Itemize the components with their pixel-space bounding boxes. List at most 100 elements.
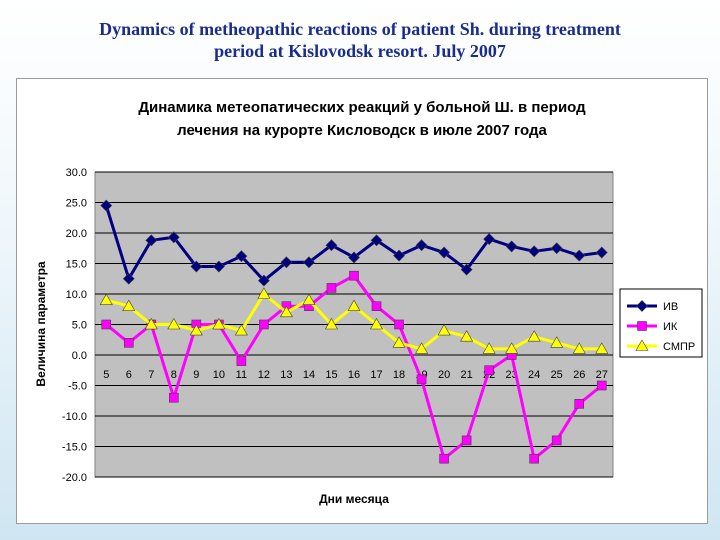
- data-point: [99, 293, 113, 305]
- x-tick-label: 16: [348, 369, 360, 381]
- data-point: [303, 256, 315, 269]
- data-point: [439, 453, 449, 464]
- data-point: [235, 250, 248, 263]
- y-tick-label: 10.0: [66, 289, 87, 301]
- y-tick-label: 20.0: [66, 228, 87, 240]
- data-point: [550, 336, 564, 348]
- x-tick-label: 26: [573, 369, 585, 381]
- data-point: [347, 299, 361, 311]
- x-tick-label: 10: [213, 369, 225, 381]
- x-tick-label: 20: [438, 369, 450, 381]
- data-point: [257, 274, 270, 287]
- y-tick-label: 25.0: [66, 198, 87, 210]
- line-chart: Динамика метеопатических реакций у больн…: [34, 99, 703, 506]
- x-tick-label: 13: [280, 369, 292, 381]
- x-axis-ticks: 5678910111213141516171819202122232425262…: [103, 369, 608, 381]
- data-point: [122, 272, 135, 285]
- y-tick-label: -10.0: [62, 411, 87, 423]
- data-point: [574, 398, 585, 409]
- data-point: [461, 435, 472, 446]
- data-point: [551, 435, 562, 446]
- chart-title-line1: Динамика метеопатических реакций у больн…: [138, 99, 586, 116]
- legend-label: СМПР: [663, 341, 695, 353]
- data-point: [100, 199, 113, 212]
- legend-item: СМПР: [627, 339, 695, 353]
- y-axis-ticks: 30.0 25.0 20.0 15.0 10.0 5.0 0.0 -5.0 -10.0 -15.0…: [62, 167, 87, 484]
- data-point: [212, 260, 225, 273]
- data-point: [550, 242, 563, 255]
- data-point: [393, 249, 405, 262]
- chart-panel: Динамика метеопатических реакций у больн…: [16, 78, 708, 524]
- data-point: [437, 323, 451, 336]
- series-1: [100, 199, 608, 287]
- series-layer: [99, 199, 609, 464]
- y-tick-label: 0.0: [72, 350, 87, 362]
- data-point: [460, 263, 473, 276]
- x-tick-label: 5: [103, 369, 109, 381]
- data-point: [370, 234, 383, 247]
- data-point: [280, 256, 293, 269]
- gridlines: [95, 171, 613, 478]
- data-point: [236, 356, 247, 366]
- data-point: [392, 336, 406, 348]
- data-point: [279, 305, 293, 318]
- x-tick-label: 11: [236, 369, 247, 381]
- data-point: [349, 270, 359, 281]
- x-tick-label: 27: [596, 369, 608, 381]
- data-point: [325, 239, 338, 252]
- data-point: [348, 251, 360, 264]
- data-point: [438, 246, 451, 259]
- data-point: [483, 233, 496, 246]
- x-tick-label: 25: [551, 369, 563, 381]
- data-point: [324, 317, 338, 330]
- y-tick-label: -5.0: [68, 381, 87, 393]
- data-point: [234, 323, 248, 336]
- y-tick-label: 5.0: [72, 320, 87, 332]
- data-point: [460, 330, 474, 342]
- x-tick-label: 9: [193, 369, 199, 381]
- data-point: [528, 245, 541, 258]
- data-point: [370, 317, 384, 330]
- x-tick-label: 17: [370, 369, 382, 381]
- data-point: [167, 317, 181, 330]
- legend: ИВ ИК СМПР: [619, 288, 703, 358]
- legend-item: ИК: [627, 321, 678, 333]
- legend-label: ИК: [663, 321, 678, 333]
- data-point: [257, 287, 271, 299]
- data-point: [484, 365, 494, 376]
- data-point: [415, 342, 429, 354]
- series-3: [99, 287, 609, 354]
- data-point: [302, 293, 316, 305]
- x-tick-label: 6: [126, 369, 132, 381]
- x-tick-label: 8: [171, 369, 177, 381]
- x-tick-label: 12: [258, 369, 270, 381]
- data-point: [122, 299, 136, 311]
- data-point: [123, 337, 134, 348]
- data-point: [482, 342, 496, 354]
- data-point: [144, 317, 158, 330]
- x-tick-label: 14: [303, 369, 315, 381]
- data-point: [145, 234, 158, 247]
- slide-title-line1: Dynamics of metheopathic reactions of pa…: [99, 19, 621, 39]
- data-point: [101, 319, 112, 330]
- x-tick-label: 21: [460, 369, 472, 381]
- data-point: [326, 283, 337, 293]
- data-point: [416, 374, 427, 385]
- data-point: [259, 319, 269, 330]
- legend-marker: [637, 321, 647, 331]
- data-point: [415, 239, 428, 252]
- slide-title-line2: period at Kislovodsk resort. July 2007: [214, 41, 506, 61]
- data-point: [595, 246, 608, 259]
- data-point: [169, 392, 179, 403]
- legend-marker: [635, 339, 649, 351]
- data-point: [190, 260, 203, 273]
- data-point: [572, 342, 586, 354]
- y-axis-label: Величина параметра: [34, 261, 48, 386]
- data-point: [371, 301, 382, 311]
- chart-title-line2: лечения на курорте Кисловодск в июле 200…: [177, 122, 547, 139]
- data-point: [529, 453, 539, 464]
- data-point: [595, 342, 609, 354]
- data-point: [212, 317, 226, 330]
- slide-title: Dynamics of metheopathic reactions of pa…: [0, 18, 720, 62]
- x-tick-label: 18: [393, 369, 405, 381]
